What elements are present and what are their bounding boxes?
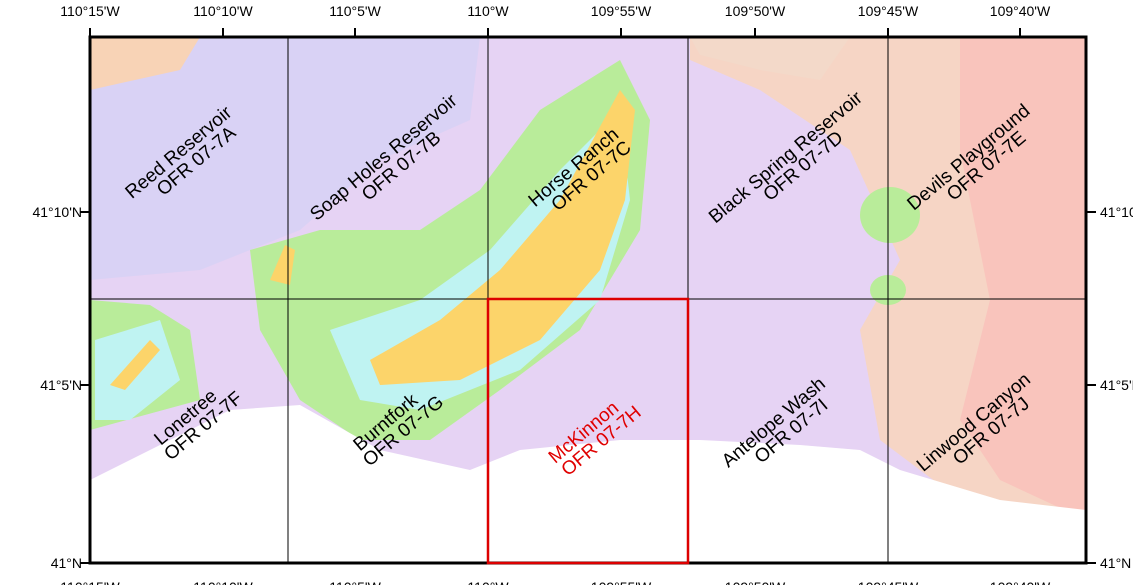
longitude-label: 109°55'W xyxy=(591,579,652,585)
latitude-label: 41°5'N xyxy=(1100,377,1133,393)
longitude-label: 109°50'W xyxy=(725,3,786,19)
longitude-label: 110°W xyxy=(467,3,509,19)
latitude-label: 41°10'N xyxy=(32,204,82,220)
longitude-label: 110°10'W xyxy=(193,3,253,19)
longitude-label: 110°5'W xyxy=(329,579,381,585)
longitude-label: 110°15'W xyxy=(60,3,120,19)
longitude-label: 109°50'W xyxy=(725,579,786,585)
longitude-label: 109°45'W xyxy=(858,579,919,585)
longitude-label: 110°15'W xyxy=(60,579,120,585)
highlight-box xyxy=(486,297,690,565)
latitude-label: 41°N xyxy=(51,555,82,571)
latitude-label: 41°5'N xyxy=(40,377,82,393)
longitude-label: 110°10'W xyxy=(193,579,253,585)
longitude-label: 109°55'W xyxy=(591,3,652,19)
longitude-label: 109°40'W xyxy=(990,579,1051,585)
longitude-label: 109°45'W xyxy=(858,3,919,19)
geology xyxy=(90,37,1086,563)
longitude-label: 110°W xyxy=(467,579,509,585)
latitude-label: 41°N xyxy=(1100,555,1131,571)
longitude-label: 109°40'W xyxy=(990,3,1051,19)
longitude-label: 110°5'W xyxy=(329,3,381,19)
latitude-label: 41°10'N xyxy=(1100,204,1133,220)
